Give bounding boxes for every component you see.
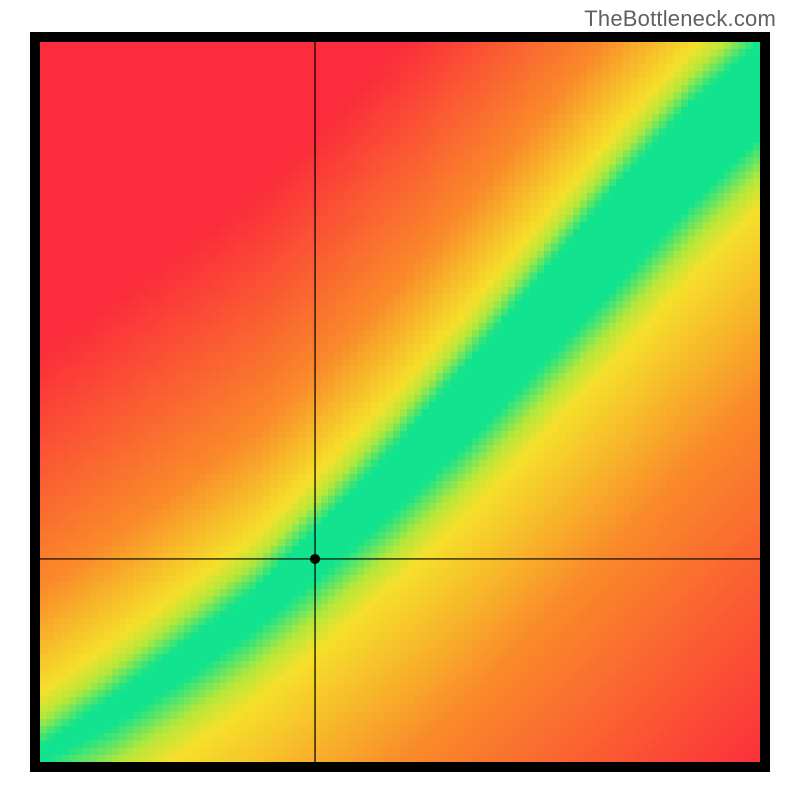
watermark-text: TheBottleneck.com xyxy=(584,6,776,32)
heatmap-svg xyxy=(30,32,770,772)
chart-panel xyxy=(30,32,770,772)
chart-container: TheBottleneck.com xyxy=(0,0,800,800)
